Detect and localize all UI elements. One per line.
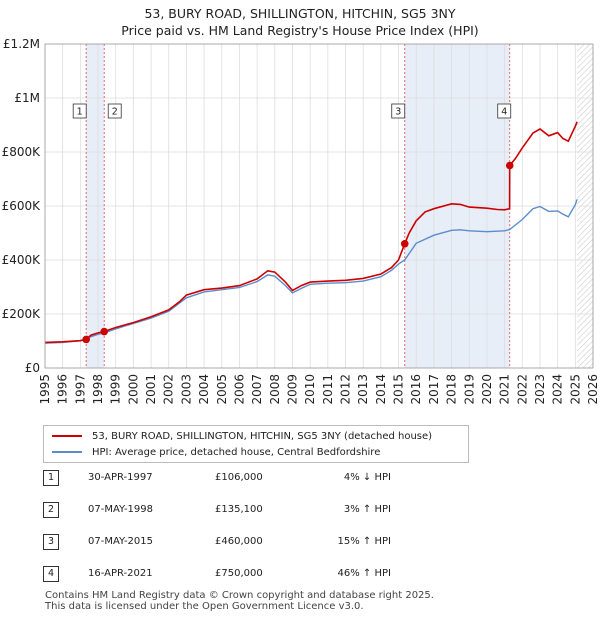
x-tick-label: 1999 xyxy=(109,374,123,405)
legend-label-hpi: HPI: Average price, detached house, Cent… xyxy=(92,446,381,458)
x-tick-label: 2020 xyxy=(480,374,494,405)
x-tick-label: 2023 xyxy=(533,374,547,405)
x-tick-label: 2001 xyxy=(144,374,158,405)
sale-hpi-change: 46% ↑ HPI xyxy=(337,568,391,579)
sale-number-badge: 4 xyxy=(43,566,59,582)
legend-label-property: 53, BURY ROAD, SHILLINGTON, HITCHIN, SG5… xyxy=(92,430,433,442)
chart-title: 53, BURY ROAD, SHILLINGTON, HITCHIN, SG5… xyxy=(144,6,456,21)
sale-number-badge: 1 xyxy=(43,470,59,486)
x-tick-label: 2002 xyxy=(162,374,176,405)
footer-attribution: Contains HM Land Registry data © Crown c… xyxy=(45,590,434,612)
x-tick-label: 2024 xyxy=(551,374,565,405)
chart-legend: 53, BURY ROAD, SHILLINGTON, HITCHIN, SG5… xyxy=(43,425,469,463)
x-tick-label: 2013 xyxy=(356,374,370,405)
chart-subtitle: Price paid vs. HM Land Registry's House … xyxy=(121,23,479,38)
x-tick-label: 2014 xyxy=(374,374,388,405)
footer-line-copyright: Contains HM Land Registry data © Crown c… xyxy=(45,590,434,601)
sale-label-box xyxy=(72,103,87,119)
plot-border xyxy=(44,43,594,369)
x-tick-label: 2026 xyxy=(586,374,600,405)
sale-hpi-change: 3% ↑ HPI xyxy=(343,504,391,515)
sale-label-number: 3 xyxy=(395,107,401,118)
sale-point xyxy=(82,335,90,344)
sale-point xyxy=(400,240,409,248)
x-tick-label: 2025 xyxy=(568,374,582,405)
x-tick-label: 1996 xyxy=(56,374,70,405)
legend-entry-hpi: HPI: Average price, detached house, Cent… xyxy=(52,445,380,459)
sale-row: 2 07-MAY-1998 £135,100 3% ↑ HPI xyxy=(43,502,463,518)
y-tick-label: £1.2M xyxy=(3,37,40,51)
x-tick-label: 2003 xyxy=(179,374,193,405)
y-tick-label: £800K xyxy=(2,145,42,159)
y-tick-label: £0 xyxy=(25,361,40,375)
sale-label-box xyxy=(497,103,512,119)
x-tick-label: 2015 xyxy=(392,374,406,405)
sale-label-box xyxy=(107,103,122,119)
x-tick-label: 2010 xyxy=(303,374,317,405)
property-series-line xyxy=(44,121,578,344)
sale-date: 07-MAY-2015 xyxy=(88,536,154,547)
x-tick-label: 2017 xyxy=(427,374,441,405)
sale-number-badge: 3 xyxy=(43,534,59,550)
y-tick-label: £600K xyxy=(2,199,42,213)
sale-date: 30-APR-1997 xyxy=(88,472,153,483)
x-tick-label: 2007 xyxy=(250,374,264,405)
x-tick-label: 2012 xyxy=(339,374,353,405)
sale-point xyxy=(100,327,109,336)
x-tick-label: 2022 xyxy=(515,374,529,405)
x-tick-label: 1998 xyxy=(91,374,105,405)
x-tick-label: 2009 xyxy=(285,374,299,405)
hpi-series-line xyxy=(44,199,578,344)
sale-label-number: 2 xyxy=(112,107,118,118)
sale-row: 3 07-MAY-2015 £460,000 15% ↑ HPI xyxy=(43,534,463,550)
sale-hpi-change: 4% ↓ HPI xyxy=(343,472,391,483)
sale-label-number: 4 xyxy=(501,107,507,118)
sale-price: £106,000 xyxy=(215,472,263,483)
x-tick-label: 2021 xyxy=(498,374,512,405)
x-tick-label: 2005 xyxy=(215,374,229,405)
legend-swatch-hpi xyxy=(52,451,82,453)
x-tick-label: 1997 xyxy=(73,374,87,405)
x-tick-label: 2006 xyxy=(232,374,246,405)
sale-date: 16-APR-2021 xyxy=(88,568,153,579)
x-tick-label: 2018 xyxy=(445,374,459,405)
sale-row: 4 16-APR-2021 £750,000 46% ↑ HPI xyxy=(43,566,463,582)
y-tick-label: £1M xyxy=(14,91,40,105)
x-tick-label: 2004 xyxy=(197,374,211,405)
sale-hpi-change: 15% ↑ HPI xyxy=(337,536,391,547)
sale-price: £460,000 xyxy=(215,536,263,547)
sale-price: £750,000 xyxy=(215,568,263,579)
x-tick-label: 2011 xyxy=(321,374,335,405)
sale-label-box xyxy=(391,103,406,119)
legend-swatch-property xyxy=(52,435,82,437)
sale-label-number: 1 xyxy=(77,107,83,118)
x-tick-label: 2008 xyxy=(268,374,282,405)
legend-entry-property: 53, BURY ROAD, SHILLINGTON, HITCHIN, SG5… xyxy=(52,429,432,443)
x-tick-label: 2016 xyxy=(409,374,423,405)
x-tick-label: 1995 xyxy=(38,374,52,405)
sale-row: 1 30-APR-1997 £106,000 4% ↓ HPI xyxy=(43,470,463,486)
sale-point xyxy=(505,161,514,170)
footer-line-licence: This data is licensed under the Open Gov… xyxy=(45,601,364,612)
x-tick-label: 2019 xyxy=(462,374,476,405)
sale-date: 07-MAY-1998 xyxy=(88,504,154,515)
sale-number-badge: 2 xyxy=(43,502,59,518)
sale-price: £135,100 xyxy=(215,504,263,515)
y-tick-label: £200K xyxy=(2,307,42,321)
x-tick-label: 2000 xyxy=(126,374,140,405)
y-tick-label: £400K xyxy=(2,253,42,267)
